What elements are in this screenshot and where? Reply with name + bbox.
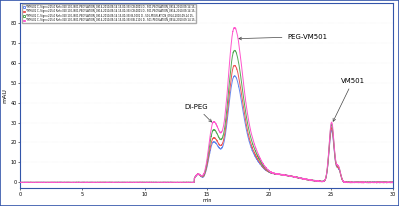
Y-axis label: mAU: mAU [3,88,8,103]
X-axis label: min: min [202,198,211,203]
Legend: *MM501 C, Sign=215,0 Ref=360,100,(S01-PEGYLATION_0914-2010-09-14 15-00-33)(CB-00: *MM501 C, Sign=215,0 Ref=360,100,(S01-PE… [22,4,196,23]
Text: Di-PEG: Di-PEG [184,104,211,122]
Text: PEG-VM501: PEG-VM501 [239,34,328,40]
Text: VM501: VM501 [333,78,365,121]
